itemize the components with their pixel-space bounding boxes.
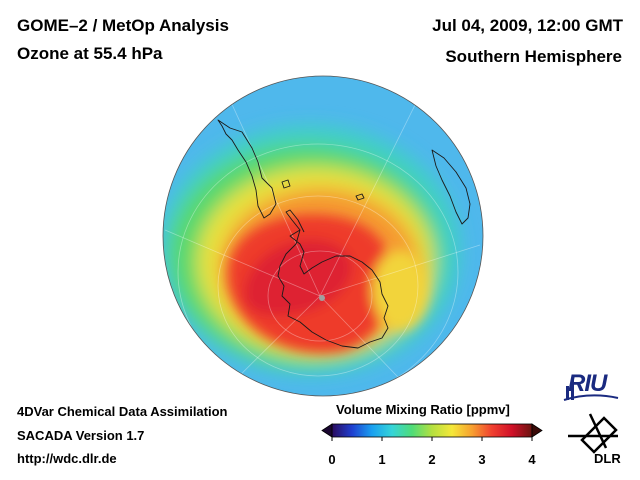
quantity-title: Ozone at 55.4 hPa: [17, 44, 163, 63]
colorbar-tick-label: 3: [478, 452, 486, 467]
south-georgia: [355, 193, 365, 201]
field-yellow-patch: [372, 250, 428, 330]
ozone-field: [163, 76, 483, 396]
dlr-logo: DLR: [594, 451, 621, 466]
colorbar-tick-label: 1: [378, 452, 386, 467]
south-pole-marker: [319, 295, 325, 301]
falkland-islands: [281, 179, 291, 189]
antarctica-coastline: [277, 229, 389, 349]
colorbar-tick-label: 2: [428, 452, 436, 467]
source-url-link[interactable]: http://wdc.dlr.de: [17, 451, 117, 466]
colorbar-tick-label: 0: [328, 452, 336, 467]
datetime-label: Jul 04, 2009, 12:00 GMT: [432, 16, 623, 35]
field-core-vortex: [244, 239, 353, 316]
colorbar-gradient: [331, 423, 533, 438]
colorbar-title: Volume Mixing Ratio [ppmv]: [336, 402, 510, 417]
colorbar-min-arrow: [321, 423, 333, 438]
colorbar-tick-label: 4: [528, 452, 536, 467]
colorbar-max-arrow: [531, 423, 543, 438]
africa-coastline: [431, 149, 471, 225]
instrument-title: GOME–2 / MetOp Analysis: [17, 16, 229, 35]
region-label: Southern Hemisphere: [445, 47, 622, 66]
riu-logo-icon: [563, 380, 619, 401]
method-label: 4DVar Chemical Data Assimilation: [17, 404, 228, 419]
coastlines: [217, 119, 471, 349]
riu-logo: RIU: [568, 370, 607, 397]
south-america-coastline: [217, 119, 277, 219]
version-label: SACADA Version 1.7: [17, 428, 145, 443]
dlr-logo-icon: [568, 413, 618, 454]
antarctic-peninsula: [285, 209, 305, 233]
